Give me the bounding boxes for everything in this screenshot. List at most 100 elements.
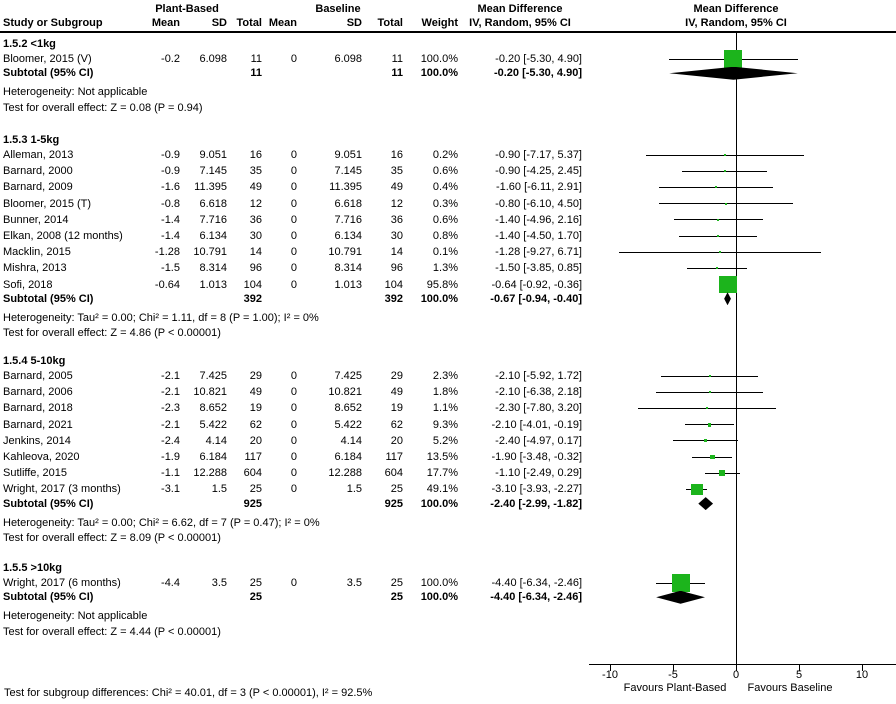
overall-effect-row: Test for overall effect: Z = 4.86 (P < 0… <box>0 325 582 341</box>
sd1-cell: 1.013 <box>199 278 227 291</box>
w-cell: 100.0% <box>420 591 458 604</box>
col-header-sd-bl: SD <box>346 17 362 29</box>
n1-cell: 49 <box>249 181 262 194</box>
header-separator <box>0 31 896 33</box>
w-cell: 13.5% <box>426 451 458 463</box>
heterogeneity-row: Heterogeneity: Tau² = 0.00; Chi² = 6.62,… <box>0 515 582 531</box>
study-row: Barnard, 2006 -2.1 10.821 49 0 10.821 49 1.8% -2… <box>0 384 582 400</box>
overall-effect-note: Test for overall effect: Z = 0.08 (P = 0… <box>3 101 203 114</box>
sd2-cell: 11.395 <box>329 181 362 194</box>
n1-cell: 11 <box>250 53 262 65</box>
heterogeneity-note: Heterogeneity: Not applicable <box>3 86 148 99</box>
overall-effect-note: Test for overall effect: Z = 4.44 (P < 0… <box>3 625 221 638</box>
ci-cell: -1.28 [-9.27, 6.71] <box>495 246 582 259</box>
m2-cell: 0 <box>290 278 297 291</box>
w-cell: 0.2% <box>432 149 458 161</box>
axis-tick <box>610 664 611 671</box>
sd2-cell: 6.098 <box>334 53 362 65</box>
col-header-total-bl: Total <box>377 17 403 29</box>
w-cell: 100.0% <box>420 497 458 510</box>
ci-cell: -3.10 [-3.93, -2.27] <box>491 483 583 496</box>
n2-cell: 29 <box>390 370 403 382</box>
sd1-cell: 10.821 <box>193 386 227 399</box>
n2-cell: 96 <box>390 262 403 275</box>
sd1-cell: 12.288 <box>193 467 227 480</box>
section-label: 1.5.5 >10kg <box>3 562 63 574</box>
w-cell: 1.1% <box>432 402 458 415</box>
col-header-sd-pb: SD <box>211 17 227 29</box>
n2-cell: 49 <box>390 181 403 194</box>
sd1-cell: 6.098 <box>199 53 227 65</box>
m1-cell: -1.1 <box>161 467 180 480</box>
w-cell: 100.0% <box>420 292 458 305</box>
name-cell: Mishra, 2013 <box>3 262 67 275</box>
w-cell: 100.0% <box>420 67 458 80</box>
subtotal-diamond <box>669 66 798 80</box>
effect-square <box>717 218 720 221</box>
overall-effect-note: Test for overall effect: Z = 4.86 (P < 0… <box>3 327 221 340</box>
ci-cell: -2.30 [-7.80, 3.20] <box>495 402 582 415</box>
axis-tick <box>673 664 674 671</box>
m2-cell: 0 <box>290 467 297 480</box>
sd2-cell: 10.791 <box>328 246 362 259</box>
effect-square <box>704 439 708 443</box>
name-cell: Subtotal (95% CI) <box>3 591 94 604</box>
sd1-cell: 7.425 <box>199 370 227 382</box>
m1-cell: -0.2 <box>161 53 180 65</box>
n2-cell: 25 <box>390 591 403 604</box>
m2-cell: 0 <box>290 230 297 242</box>
col-header-ci: IV, Random, 95% CI <box>469 17 571 29</box>
sd2-cell: 1.5 <box>346 483 362 496</box>
ci-cell: -1.40 [-4.96, 2.16] <box>495 213 582 226</box>
ci-cell: -0.20 [-5.30, 4.90] <box>495 53 582 65</box>
effect-square <box>709 454 715 460</box>
effect-square <box>716 267 719 270</box>
study-row: Bunner, 2014 -1.4 7.716 36 0 7.716 36 0.6% -1.40… <box>0 212 582 228</box>
n2-cell: 925 <box>384 497 403 510</box>
ci-cell: -1.60 [-6.11, 2.91] <box>495 181 582 194</box>
n2-cell: 25 <box>390 577 403 589</box>
col-header-weight: Weight <box>421 17 458 29</box>
study-row: Barnard, 2005 -2.1 7.425 29 0 7.425 29 2.3% -2.1… <box>0 368 582 384</box>
m1-cell: -1.5 <box>161 262 180 275</box>
ci-cell: -2.40 [-4.97, 0.17] <box>495 434 582 447</box>
sd2-cell: 7.716 <box>334 213 362 226</box>
name-cell: Elkan, 2008 (12 months) <box>3 230 123 242</box>
sd1-cell: 6.134 <box>199 230 227 242</box>
section-header: 1.5.4 5-10kg <box>0 353 582 369</box>
name-cell: Wright, 2017 (3 months) <box>3 483 121 496</box>
w-cell: 100.0% <box>420 577 458 589</box>
m2-cell: 0 <box>290 165 297 178</box>
ci-cell: -4.40 [-6.34, -2.46] <box>491 577 583 589</box>
study-row: Barnard, 2000 -0.9 7.145 35 0 7.145 35 0.6% -0.9… <box>0 163 582 179</box>
name-cell: Barnard, 2006 <box>3 386 73 399</box>
n2-cell: 14 <box>390 246 403 259</box>
w-cell: 0.6% <box>432 213 458 226</box>
axis-label-favours-baseline: Favours Baseline <box>747 682 833 694</box>
m1-cell: -1.6 <box>161 181 180 194</box>
n1-cell: 30 <box>249 230 262 242</box>
m1-cell: -0.9 <box>161 165 180 178</box>
name-cell: Barnard, 2005 <box>3 370 73 382</box>
study-row: Barnard, 2009 -1.6 11.395 49 0 11.395 49 0.4% -1… <box>0 179 582 195</box>
n2-cell: 20 <box>390 434 403 447</box>
ci-cell: -0.80 [-6.10, 4.50] <box>495 197 582 210</box>
name-cell: Alleman, 2013 <box>3 149 74 161</box>
w-cell: 100.0% <box>420 53 458 65</box>
name-cell: Jenkins, 2014 <box>3 434 71 447</box>
sd2-cell: 3.5 <box>346 577 362 589</box>
m1-cell: -1.9 <box>161 451 180 463</box>
study-row: Bloomer, 2015 (T) -0.8 6.618 12 0 6.618 12 0.3%… <box>0 196 582 212</box>
ci-cell: -0.20 [-5.30, 4.90] <box>493 67 582 80</box>
heterogeneity-row: Heterogeneity: Not applicable <box>0 84 582 100</box>
mean-difference-header-left: Mean Difference <box>477 3 563 15</box>
m2-cell: 0 <box>290 246 297 259</box>
name-cell: Barnard, 2021 <box>3 418 73 431</box>
m2-cell: 0 <box>290 434 297 447</box>
subtotal-diamond <box>656 590 705 604</box>
n2-cell: 62 <box>390 418 403 431</box>
n2-cell: 36 <box>390 213 403 226</box>
ci-cell: -2.10 [-6.38, 2.18] <box>495 386 582 399</box>
zero-line <box>736 33 737 664</box>
